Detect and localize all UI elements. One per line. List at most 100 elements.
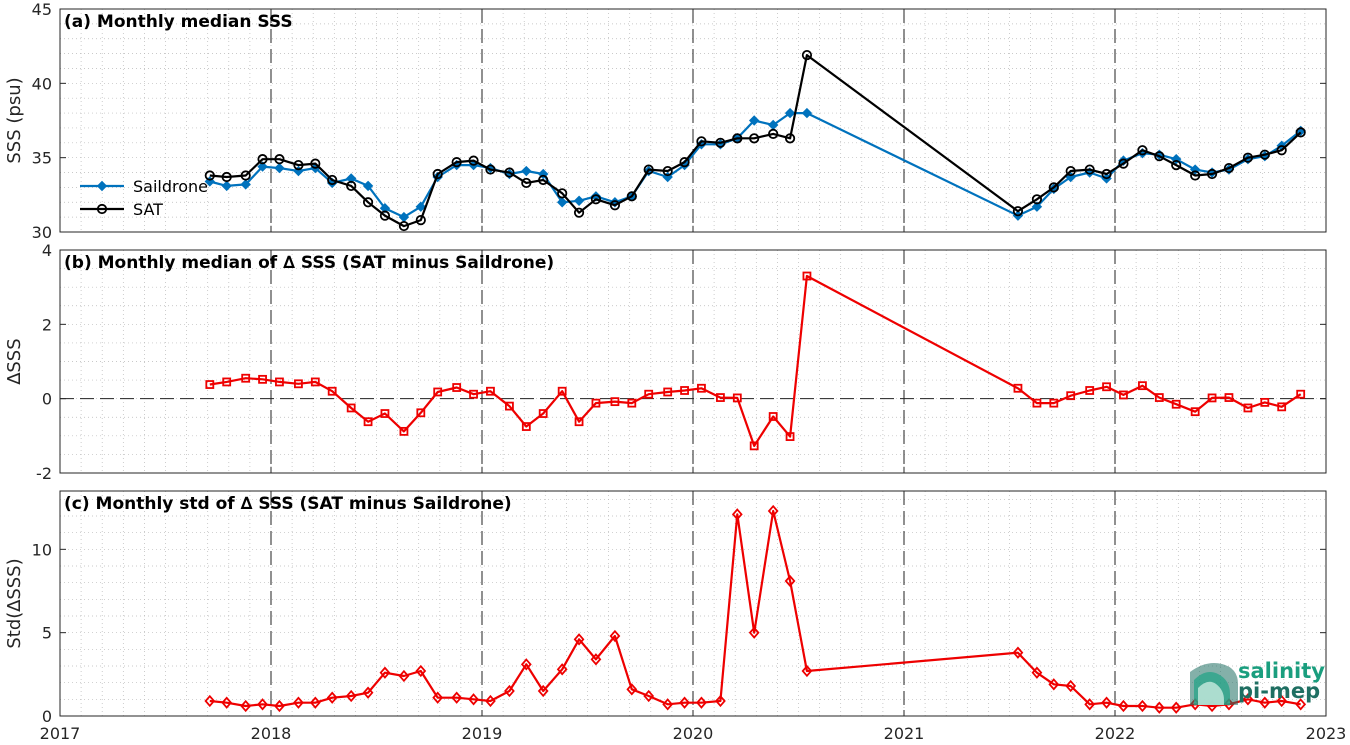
sat-series-point-14 [451,157,462,168]
delta-series-c-point-38 [1065,679,1077,693]
delta-series-c-point-9 [362,686,374,699]
saildrone-series-point-20 [556,197,568,208]
delta-series-b-point-20 [557,386,567,396]
delta-series-b-point-42 [1138,381,1147,391]
sat-series-point-9 [362,197,374,208]
delta-series-b-point-41 [1119,390,1128,400]
delta-series-c-point-17 [504,684,515,698]
y-tick-label: -2 [36,464,52,483]
saildrone-series-point-2 [240,179,251,190]
delta-series-b-point-6 [310,377,320,387]
delta-series-b-point-39 [1085,386,1095,395]
delta-series-b-point-33 [785,432,795,441]
sat-series-point-42 [1137,145,1148,156]
sat-series-point-11 [398,220,410,232]
delta-series-c-point-18 [520,658,532,671]
saildrone-series-point-36 [1031,201,1043,212]
sat-series-point-44 [1171,160,1182,171]
saildrone-series-point-38 [1065,171,1076,183]
logo-line1: salinity [1238,659,1325,683]
panel-b-monthly-median-delta-sss: -2 0 2 4 ∆SSS (b) Monthly median of ∆ SSS (SA… [4,241,1327,483]
sat-series-point-32 [768,128,779,139]
delta-series-c-point-24 [626,683,638,696]
delta-series-c-point-4 [274,699,285,713]
delta-series-c-point-8 [345,689,357,703]
delta-series-b-point-28 [697,383,706,393]
delta-series-b-point-36 [1032,398,1042,408]
sat-series-point-18 [521,177,532,189]
delta-series-c-point-40 [1101,696,1112,709]
sat-series-point-26 [662,165,673,177]
delta-series-b-point-34 [802,271,812,281]
delta-series-b-point-51 [1296,389,1306,399]
y-axis-label-a: SSS (psu) [4,77,25,163]
delta-series-b-point-23 [610,397,620,407]
delta-series-c-point-44 [1170,701,1182,714]
delta-series-c-point-11 [398,669,410,683]
delta-series-b-point-11 [399,426,409,436]
delta-series-c-point-14 [451,691,463,704]
delta-series-b-point-2 [241,373,251,383]
delta-series-b-point-30 [732,393,742,403]
y-tick-label: 30 [32,223,52,242]
saildrone-series-point-18 [521,165,532,177]
sat-series-point-34 [801,49,813,61]
delta-series-c-point-49 [1259,696,1271,709]
legend: Saildrone SAT [80,177,208,219]
delta-series-c-point-2 [240,699,252,713]
legend-marker-0-point-0 [96,180,108,192]
delta-series-c-point-0 [204,694,216,708]
y-tick-label: 2 [42,315,52,334]
sat-series-point-4 [274,154,285,165]
saildrone-series-point-4 [274,162,285,174]
delta-series-b-point-49 [1260,397,1270,407]
delta-series-c-point-36 [1031,666,1043,679]
y-tick-label: 4 [42,241,52,260]
delta-series-c-point-25 [643,689,655,703]
delta-series-c-point-33 [784,574,796,588]
delta-series-c-point-35 [1012,646,1024,659]
delta-series-b-point-46 [1207,393,1217,403]
delta-series-b-point-0 [205,380,215,389]
sat-series-point-7 [327,174,338,186]
delta-series-b-point-1 [222,377,232,387]
delta-series-c-point-26 [662,698,674,711]
delta-series-c-point-39 [1084,698,1096,711]
panel-a-monthly-median-sss: 30 35 40 45 SSS (psu) (a) Monthly median SSS S… [4,0,1327,242]
delta-series-b-point-40 [1102,382,1111,392]
saildrone-series-point-10 [379,203,391,214]
saildrone-series-point-33 [784,107,796,119]
delta-series-b-point-25 [644,389,654,399]
delta-series-c-point-5 [293,696,304,709]
sat-series-point-37 [1048,182,1059,193]
sat-series-point-0 [204,170,215,181]
sat-series-point-13 [432,168,443,180]
delta-series-c-point-31 [748,626,760,639]
delta-series-b-point-10 [380,409,390,418]
sat-series-point-10 [379,210,391,221]
delta-series-c-point-34 [801,664,813,678]
x-tick-label: 2019 [462,724,503,743]
legend-marker-1-point-0 [96,203,108,215]
delta-series-c-point-50 [1276,694,1288,708]
delta-series-c-point-16 [485,694,496,708]
x-tick-label: 2022 [1095,724,1136,743]
delta-series-b-point-44 [1171,399,1181,409]
y-tick-label: 0 [42,707,52,726]
delta-series-b-point-9 [363,417,373,427]
sat-series-point-3 [257,154,268,165]
delta-series-b-point-3 [258,374,267,384]
delta-series-c-point-20 [556,663,568,676]
delta-series-b-point-26 [663,387,673,397]
delta-series-c-point-13 [432,691,444,704]
sat-series-point-19 [538,174,549,186]
sat-series-point-5 [293,160,304,171]
sat-series-point-49 [1259,149,1270,160]
delta-series-b-point-48 [1243,403,1253,413]
x-tick-label: 2018 [251,724,292,743]
delta-series-b-point-24 [627,398,637,408]
y-axis-label-b: ∆SSS [4,338,25,385]
sat-series-point-46 [1206,168,1218,180]
y-tick-label: 35 [32,149,52,168]
